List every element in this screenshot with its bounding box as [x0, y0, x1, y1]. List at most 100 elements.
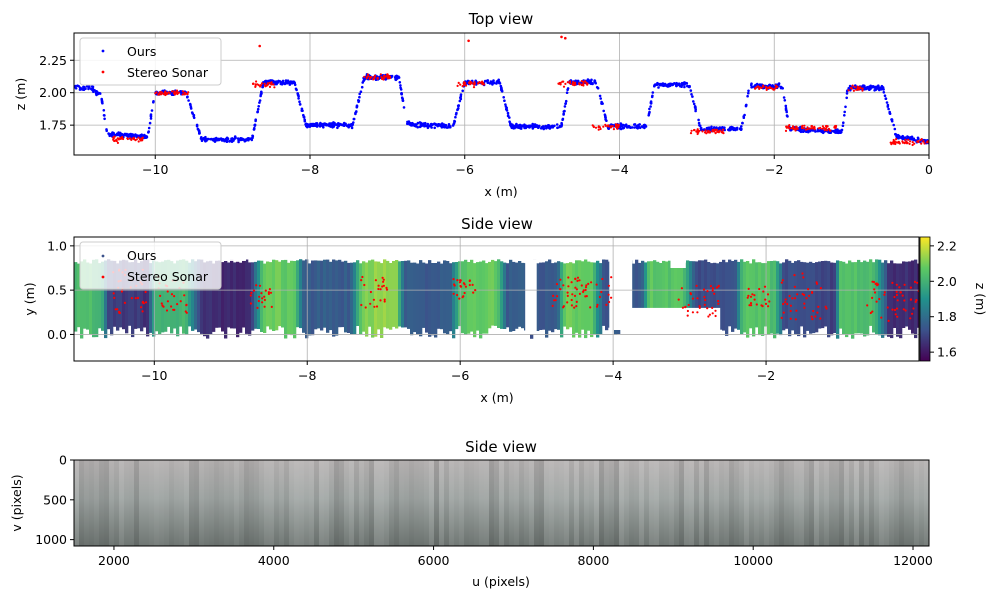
- point-stereo-sonar: [255, 80, 258, 83]
- point-stereo-sonar: [585, 82, 588, 85]
- point-stereo-sonar: [379, 299, 382, 302]
- point-ours: [741, 121, 744, 125]
- point-ours: [211, 138, 215, 142]
- point-ours: [293, 261, 297, 339]
- point-stereo-sonar: [366, 73, 369, 76]
- point-ours: [241, 137, 244, 141]
- point-ours: [453, 119, 456, 123]
- y-tick-label: 0.0: [47, 327, 67, 342]
- point-ours: [845, 96, 848, 100]
- point-stereo-sonar: [458, 281, 461, 284]
- point-stereo-sonar: [808, 127, 811, 130]
- point-ours: [502, 96, 506, 99]
- side-view-image-ylabel: v (pixels): [9, 474, 24, 531]
- point-stereo-sonar: [363, 283, 366, 287]
- image-column: [804, 460, 809, 546]
- point-stereo-sonar: [260, 82, 264, 85]
- point-stereo-sonar: [165, 309, 169, 312]
- point-stereo-sonar: [177, 91, 180, 94]
- point-ours: [140, 133, 143, 136]
- point-stereo-sonar: [596, 303, 599, 306]
- point-ours: [311, 122, 314, 126]
- point-ours: [699, 126, 703, 130]
- point-ours: [406, 120, 409, 124]
- side-view-image-frame: [73, 459, 930, 547]
- image-column: [369, 460, 374, 546]
- point-ours: [648, 107, 651, 111]
- point-ours: [190, 111, 194, 114]
- point-stereo-sonar: [377, 287, 380, 291]
- point-stereo-sonar: [681, 306, 685, 309]
- image-column: [724, 460, 729, 546]
- point-stereo-sonar: [559, 278, 562, 281]
- point-ours: [399, 84, 402, 87]
- point-stereo-sonar: [607, 284, 611, 287]
- point-stereo-sonar: [714, 309, 717, 312]
- point-ours: [596, 86, 600, 90]
- point-stereo-sonar: [552, 294, 555, 297]
- point-ours: [630, 126, 634, 129]
- image-column: [339, 460, 344, 546]
- image-column: [689, 460, 694, 546]
- image-column: [539, 460, 544, 546]
- point-ours: [452, 262, 456, 339]
- point-ours: [192, 116, 196, 120]
- point-stereo-sonar: [796, 293, 799, 296]
- point-ours: [127, 133, 131, 136]
- point-stereo-sonar: [753, 294, 756, 297]
- point-stereo-sonar: [856, 85, 859, 88]
- point-ours: [848, 260, 852, 335]
- point-ours: [647, 114, 650, 117]
- point-ours: [750, 82, 753, 85]
- point-ours: [328, 122, 331, 125]
- point-ours: [418, 125, 422, 129]
- point-ours: [701, 260, 705, 337]
- point-ours: [836, 260, 840, 339]
- point-ours: [198, 132, 201, 135]
- point-stereo-sonar: [456, 293, 459, 297]
- image-column: [779, 460, 784, 546]
- point-ours: [890, 118, 894, 121]
- point-stereo-sonar: [456, 279, 459, 282]
- point-ours: [443, 260, 447, 334]
- point-ours: [691, 95, 694, 98]
- point-ours: [149, 113, 153, 116]
- point-stereo-sonar: [880, 316, 883, 319]
- point-ours: [842, 261, 846, 334]
- data-gap: [226, 259, 246, 261]
- point-ours: [578, 260, 582, 338]
- point-stereo-sonar: [895, 290, 898, 293]
- point-stereo-sonar: [901, 294, 904, 297]
- x-tick-label: −6: [451, 368, 469, 383]
- side-view-axes-frame: [73, 236, 920, 362]
- point-ours: [851, 262, 855, 339]
- point-ours: [662, 260, 666, 337]
- point-ours: [872, 262, 876, 333]
- point-ours: [419, 260, 423, 337]
- point-stereo-sonar: [386, 75, 389, 79]
- point-stereo-sonar: [811, 291, 814, 294]
- colorbar-tick-label: 2.0: [937, 274, 957, 289]
- point-stereo-sonar: [157, 93, 160, 96]
- image-column: [424, 460, 429, 546]
- point-stereo-sonar: [462, 295, 465, 298]
- point-ours: [80, 261, 84, 339]
- point-ours: [77, 263, 81, 328]
- point-ours: [844, 105, 847, 109]
- point-stereo-sonar: [115, 139, 118, 143]
- point-stereo-sonar: [821, 127, 824, 130]
- point-ours: [746, 261, 750, 338]
- image-column: [844, 460, 849, 546]
- point-stereo-sonar: [464, 84, 468, 87]
- point-stereo-sonar: [782, 302, 785, 306]
- point-ours: [300, 107, 304, 111]
- image-column: [524, 460, 529, 546]
- point-ours: [744, 104, 748, 107]
- x-tick-label: −10: [142, 162, 168, 177]
- point-ours: [399, 88, 403, 91]
- point-ours: [707, 262, 711, 326]
- point-ours: [495, 80, 499, 83]
- image-column: [204, 460, 209, 546]
- x-tick-label: 4000: [258, 553, 290, 568]
- point-ours: [377, 261, 381, 330]
